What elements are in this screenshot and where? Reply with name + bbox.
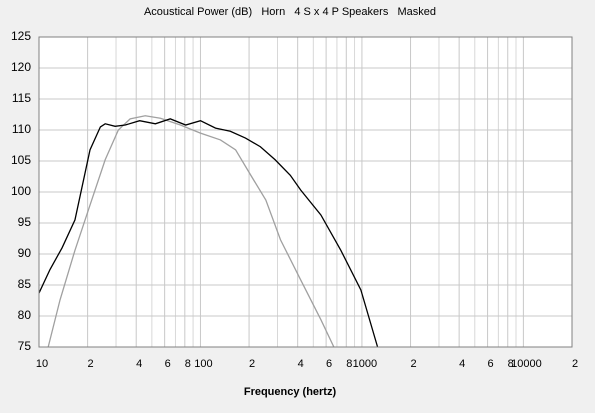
y-tick-label: 125 <box>11 29 31 43</box>
x-tick-label: 6 <box>165 358 171 370</box>
x-tick-label: 1000 <box>353 358 377 370</box>
y-tick-label: 90 <box>18 246 32 260</box>
x-tick-label: 8 <box>508 358 514 370</box>
y-tick-label: 85 <box>18 277 32 291</box>
x-tick-label: 10 <box>36 358 48 370</box>
x-tick-label: 100 <box>194 358 212 370</box>
chart-title: Acoustical Power (dB) Horn 4 S x 4 P Spe… <box>144 6 436 18</box>
x-axis-label: Frequency (hertz) <box>244 386 337 398</box>
x-tick-label: 2 <box>572 358 578 370</box>
x-tick-label: 2 <box>88 358 94 370</box>
x-tick-label: 4 <box>459 358 465 370</box>
x-tick-label: 4 <box>136 358 142 370</box>
y-tick-label: 75 <box>18 339 32 353</box>
y-tick-label: 115 <box>12 91 31 105</box>
x-tick-label: 2 <box>249 358 255 370</box>
y-tick-label: 100 <box>11 184 31 198</box>
y-tick-label: 120 <box>11 60 31 74</box>
x-tick-label: 6 <box>326 358 332 370</box>
x-tick-label: 10000 <box>511 358 542 370</box>
y-tick-label: 80 <box>18 308 32 322</box>
x-tick-label: 2 <box>410 358 416 370</box>
y-tick-label: 110 <box>12 122 31 136</box>
x-tick-label: 8 <box>346 358 352 370</box>
x-tick-label: 8 <box>185 358 191 370</box>
y-tick-label: 95 <box>18 215 32 229</box>
plot-frame <box>38 36 573 348</box>
x-tick-label: 4 <box>298 358 304 370</box>
series-line <box>39 118 379 347</box>
x-tick-label: 6 <box>488 358 494 370</box>
series-line <box>47 115 335 347</box>
y-tick-label: 105 <box>11 153 31 167</box>
